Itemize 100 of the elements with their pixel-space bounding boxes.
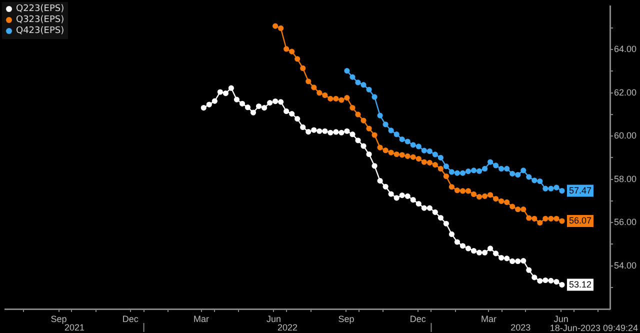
text: 2023	[510, 322, 531, 332]
point	[476, 168, 482, 174]
point	[404, 153, 410, 159]
point	[426, 148, 432, 154]
point	[510, 170, 516, 176]
point	[470, 168, 477, 174]
point	[537, 220, 543, 226]
point	[482, 193, 488, 199]
point	[554, 216, 560, 222]
point	[537, 178, 543, 184]
point	[454, 170, 460, 176]
point	[454, 188, 460, 194]
x-tick-label: Dec	[410, 314, 426, 324]
x-tick-label: Mar	[194, 314, 210, 324]
point	[416, 156, 422, 162]
point	[377, 112, 383, 118]
point	[289, 48, 295, 54]
point	[344, 68, 350, 74]
point	[300, 65, 306, 72]
point	[360, 118, 366, 124]
x-tick-label: Dec	[122, 314, 139, 324]
point	[294, 56, 300, 62]
point	[278, 25, 284, 32]
y-tick-label: 62.00	[614, 87, 637, 98]
point	[410, 142, 416, 148]
point	[388, 128, 394, 134]
point	[443, 173, 449, 180]
x-tick-label: Sep	[50, 314, 67, 324]
point	[510, 204, 516, 210]
point	[448, 169, 455, 175]
point	[443, 164, 449, 170]
y-tick-label: 58.00	[614, 174, 637, 184]
point	[360, 82, 366, 88]
point	[476, 194, 482, 200]
data-label: 56.07	[568, 216, 592, 226]
point	[465, 168, 472, 174]
y-tick-label: 56.00	[614, 217, 637, 228]
text: 2021	[64, 322, 85, 332]
point	[284, 46, 290, 52]
point	[532, 216, 538, 222]
data-label: 57.47	[568, 185, 592, 196]
point	[526, 174, 532, 180]
point	[382, 148, 388, 154]
point	[366, 86, 372, 92]
point	[322, 92, 328, 98]
point	[460, 188, 466, 194]
point	[372, 94, 378, 100]
point	[355, 80, 361, 86]
point	[504, 166, 510, 172]
point	[542, 186, 548, 192]
point	[316, 90, 322, 96]
point	[350, 74, 356, 80]
text: 18-Jun-2023 09:49:24	[550, 322, 638, 333]
point	[311, 84, 317, 90]
y-tick-label: 64.00	[614, 44, 637, 54]
point	[548, 216, 554, 222]
point	[372, 132, 378, 138]
point	[388, 150, 394, 156]
point	[554, 184, 560, 190]
point	[520, 206, 526, 212]
point	[470, 191, 477, 198]
point	[399, 152, 405, 158]
point	[515, 206, 521, 212]
x-tick-label: Mar	[480, 314, 496, 324]
y-tick-label: 54.00	[614, 260, 637, 270]
point	[559, 188, 565, 194]
point	[394, 132, 400, 138]
point	[498, 166, 504, 172]
point	[416, 144, 422, 150]
point	[465, 188, 472, 194]
point	[410, 154, 416, 160]
legend-label: Q323(EPS)	[15, 15, 64, 26]
point	[515, 172, 521, 178]
point	[438, 166, 444, 172]
point	[488, 192, 494, 198]
point	[438, 154, 444, 160]
point	[272, 23, 278, 29]
data-label: 53.12	[568, 279, 592, 290]
legend-label: Q223(EPS)	[15, 4, 64, 15]
point	[432, 152, 438, 158]
point	[504, 199, 510, 206]
x-tick-label: Jun	[266, 314, 281, 324]
point	[399, 136, 405, 142]
point	[432, 162, 438, 168]
point	[426, 160, 432, 166]
point	[488, 159, 494, 165]
point	[498, 198, 504, 204]
point	[448, 184, 455, 190]
point	[493, 162, 499, 168]
point	[559, 218, 565, 224]
point	[526, 215, 532, 221]
point	[355, 112, 361, 118]
point	[306, 78, 312, 84]
point	[377, 144, 383, 150]
point	[421, 148, 427, 154]
point	[532, 178, 538, 184]
point	[482, 166, 488, 172]
point	[542, 216, 548, 222]
point	[382, 122, 388, 128]
point	[350, 104, 356, 111]
